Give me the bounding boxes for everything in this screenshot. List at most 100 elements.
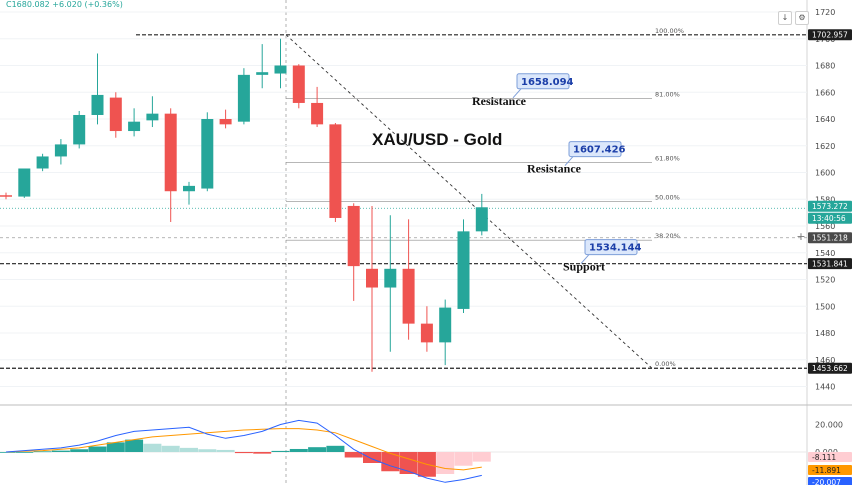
candle: [311, 86, 324, 128]
candle-body: [366, 268, 378, 288]
descending-trendline: [285, 34, 653, 369]
price-callout: 1658.094 Resistance: [472, 73, 574, 108]
macd-line: [5, 419, 482, 483]
price-tick-label: 1600: [815, 169, 835, 178]
candle-body: [164, 113, 177, 192]
price-tick-label: 1640: [815, 115, 835, 124]
candle-body: [384, 268, 397, 288]
candle-body: [420, 323, 433, 343]
candle-body: [73, 114, 86, 145]
candle: [292, 64, 305, 109]
macd-value-tag: -20.007: [812, 478, 841, 485]
macd-value-tag-bg: [808, 477, 852, 485]
price-tick-label: 1460: [815, 356, 835, 365]
candle: [420, 306, 433, 352]
price-tag-low-bg: [808, 362, 852, 374]
callout-box: [584, 239, 638, 256]
candle: [402, 219, 415, 340]
candle: [457, 219, 470, 313]
candle: [366, 205, 378, 372]
candle: [36, 153, 49, 172]
candle-body: [347, 205, 360, 267]
candle: [91, 53, 104, 125]
price-tag-support: 1531.841: [812, 259, 848, 268]
macd-histogram-bar: [289, 448, 308, 452]
candle-body: [292, 65, 305, 103]
candle: [219, 109, 232, 129]
macd-histogram-bar: [143, 443, 162, 452]
macd-histogram-bar: [234, 452, 253, 454]
macd-histogram-bar: [198, 449, 217, 452]
macd-histogram-bar: [454, 452, 473, 466]
candle: [18, 168, 31, 198]
macd-histogram-bar: [399, 452, 418, 474]
callout-pointer: [580, 254, 590, 264]
fib-level-label: 50.00%: [655, 194, 680, 202]
price-tag-support-bg: [808, 258, 852, 270]
candle-body: [36, 156, 49, 169]
price-tick-label: 1540: [815, 249, 835, 258]
callout-pointer: [564, 156, 574, 166]
macd-value-tag-bg: [808, 465, 852, 475]
crosshair-plus-icon[interactable]: +: [796, 230, 806, 243]
price-tick-label: 1500: [815, 302, 835, 311]
price-tick-label: 1660: [815, 88, 835, 97]
candle-body: [475, 207, 488, 232]
macd-histogram-bar: [363, 452, 381, 463]
candle: [128, 108, 141, 137]
price-tag-crosshair-bg: [808, 232, 852, 244]
settings-icon[interactable]: ⚙: [795, 11, 809, 25]
candle: [256, 44, 269, 89]
macd-histogram-bar: [216, 449, 235, 452]
scroll-down-button[interactable]: ↓: [778, 11, 792, 25]
candle: [237, 68, 250, 125]
candle: [54, 139, 67, 165]
macd-histogram-bar: [51, 450, 70, 452]
horizontal-levels: [0, 34, 807, 369]
candle-body: [91, 94, 104, 115]
fib-level-label: 0.00%: [655, 360, 676, 368]
candle-body: [0, 195, 12, 197]
macd-value-tag: -8.111: [812, 453, 836, 462]
candle: [146, 96, 159, 128]
callout-value: 1607.426: [573, 145, 626, 156]
macd-histogram-bar: [271, 450, 290, 452]
price-tag-countdown: 13:40:56: [812, 214, 846, 223]
fib-level-label: 38.20%: [655, 232, 680, 240]
candle-body: [311, 102, 324, 125]
macd-tick-label: 20.000: [815, 421, 843, 430]
macd-histogram-bar: [125, 439, 144, 452]
candle-body: [128, 121, 141, 132]
price-tags: 1702.957 1573.272 13:40:56 1551.218 1531.841…: [808, 29, 852, 485]
price-tag-last-bg: [808, 200, 852, 212]
candles: [0, 38, 488, 372]
price-tick-label: 1560: [815, 222, 835, 231]
candle: [329, 123, 342, 222]
candle: [109, 92, 122, 138]
macd-histogram-bar: [344, 452, 363, 458]
macd-histogram-bar: [381, 452, 400, 472]
macd-histogram-bar: [161, 445, 180, 452]
candle-body: [329, 124, 342, 218]
candle: [274, 38, 287, 89]
price-callout: 1534.144 Support: [563, 239, 642, 274]
candle: [347, 203, 360, 301]
candle-body: [274, 65, 287, 74]
price-tag-low: 1453.662: [812, 364, 848, 373]
macd-histogram-bar: [88, 446, 107, 452]
price-tick-label: 1620: [815, 142, 835, 151]
price-callout: 1607.426 Resistance: [527, 141, 626, 176]
candle: [164, 108, 177, 222]
candle-body: [18, 168, 31, 197]
price-tick-label: 1720: [815, 8, 835, 17]
price-tick-label: 1680: [815, 62, 835, 71]
candle: [73, 110, 86, 149]
candle: [384, 215, 397, 352]
ohlc-readout: C1680.082 +6.020 (+0.36%): [6, 0, 123, 9]
fib-level-label: 61.80%: [655, 155, 680, 163]
price-axis: 1440 1460 1480 1500 1520 1540 1560 1580 1600 1620…: [815, 8, 843, 457]
price-callouts: 1658.094 Resistance 1607.426 Resistance 1534…: [472, 73, 642, 274]
candle-body: [439, 307, 452, 343]
